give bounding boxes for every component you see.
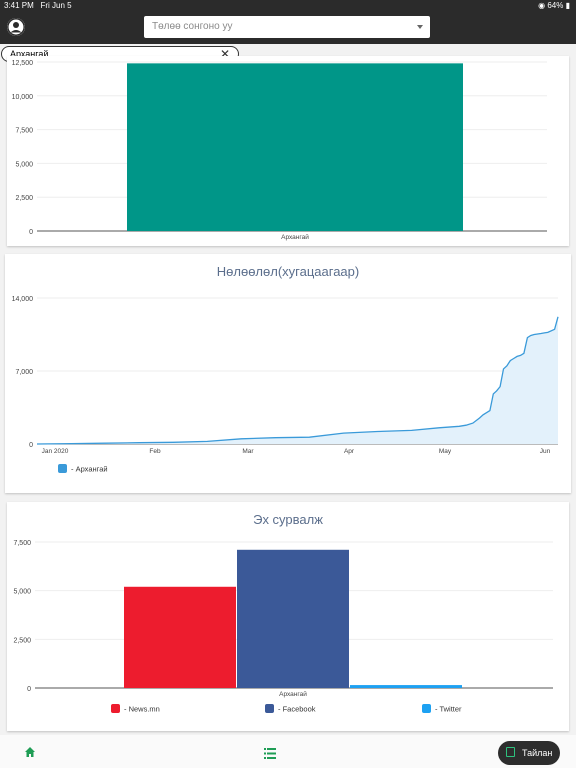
x-tick-label: Apr <box>344 448 355 455</box>
status-time: 3:41 PM <box>4 1 34 10</box>
y-tick-label: 5,000 <box>15 161 33 168</box>
y-tick-label: 0 <box>29 442 33 449</box>
wifi-icon: ◉ <box>538 1 546 10</box>
bar-arkhangai <box>127 63 463 231</box>
total-bar-chart: 0 2,500 5,000 7,500 10,000 12,500 Архангай <box>12 60 547 241</box>
chart-title: Нөлөөлөл(хугацаагаар) <box>217 264 359 279</box>
candidate-select[interactable]: Төлөө сонгоно уу <box>144 16 430 38</box>
y-tick-label: 7,000 <box>15 369 33 376</box>
y-tick-label: 10,000 <box>12 94 34 101</box>
x-tick-label: Jun <box>540 448 551 455</box>
y-tick-label: 7,500 <box>15 128 33 135</box>
y-tick-label: 2,500 <box>13 637 31 644</box>
legend-swatch-twitter <box>422 704 431 713</box>
close-icon[interactable]: ✕ <box>219 47 230 61</box>
home-icon[interactable] <box>24 745 36 763</box>
y-tick-label: 0 <box>29 229 33 236</box>
x-tick-label: May <box>439 448 452 455</box>
status-time-date: 3:41 PM Fri Jun 5 <box>4 1 72 10</box>
area-fill-arkhangai <box>37 316 558 444</box>
status-right: ◉ 64% ▮ <box>538 1 570 10</box>
influence-chart-card: Нөлөөлөл(хугацаагаар) 0 7,000 14,000 Jan 202… <box>5 254 571 493</box>
report-icon <box>506 747 515 757</box>
y-tick-label: 14,000 <box>12 296 34 303</box>
sources-chart-card: Эх сурвалж 0 2,500 5,000 7,500 Архангай - News… <box>7 502 569 731</box>
chart-title: Эх сурвалж <box>253 512 323 527</box>
filter-chip-label: Архангай <box>10 49 49 59</box>
influence-line-chart: Нөлөөлөл(хугацаагаар) 0 7,000 14,000 Jan 202… <box>12 264 559 474</box>
select-placeholder: Төлөө сонгоно уу <box>152 21 233 32</box>
x-tick-label: Feb <box>149 448 161 455</box>
y-tick-label: 5,000 <box>13 589 31 596</box>
list-icon[interactable] <box>264 746 276 764</box>
legend-swatch-facebook <box>265 704 274 713</box>
series-line-arkhangai <box>36 316 559 445</box>
battery-percent: 64% <box>547 1 564 10</box>
bar-twitter <box>350 685 462 688</box>
sources-bar-chart: Эх сурвалж 0 2,500 5,000 7,500 Архангай - News… <box>13 512 553 714</box>
y-tick-label: 7,500 <box>13 540 31 547</box>
legend-swatch-news-mn <box>111 704 120 713</box>
chevron-down-icon <box>417 25 423 29</box>
x-tick-label: Архангай <box>279 690 307 698</box>
status-date: Fri Jun 5 <box>40 1 72 10</box>
status-bar: 3:41 PM Fri Jun 5 ◉ 64% ▮ <box>0 0 576 12</box>
report-button[interactable]: Тайлан <box>498 741 560 765</box>
legend-label-news-mn: - News.mn <box>124 705 160 714</box>
battery-icon: ▮ <box>565 1 570 10</box>
bottom-nav: Тайлан <box>0 735 576 768</box>
x-tick-label: Jan 2020 <box>42 448 69 455</box>
bar-news-mn <box>124 586 236 688</box>
legend-swatch-arkhangai <box>58 464 67 473</box>
legend-label-facebook: - Facebook <box>278 705 316 714</box>
account-icon[interactable] <box>7 18 25 36</box>
y-tick-label: 2,500 <box>15 195 33 202</box>
y-tick-label: 0 <box>27 686 31 693</box>
app-bar: Төлөө сонгоно уу <box>0 12 576 44</box>
legend-label-arkhangai: - Архангай <box>71 465 108 474</box>
total-chart-card: 0 2,500 5,000 7,500 10,000 12,500 Архангай <box>7 56 569 246</box>
x-tick-label: Mar <box>242 448 254 455</box>
x-tick-label: Архангай <box>281 233 309 241</box>
y-tick-label: 12,500 <box>12 60 34 67</box>
report-button-label: Тайлан <box>522 748 553 758</box>
legend-label-twitter: - Twitter <box>435 705 462 714</box>
bar-facebook <box>237 549 349 688</box>
